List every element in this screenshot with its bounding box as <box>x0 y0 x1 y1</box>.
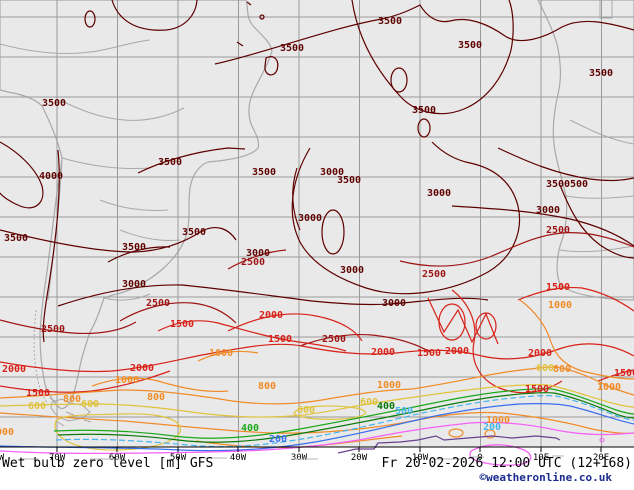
contour-label-3500: 3500 <box>546 179 570 190</box>
contours-orange <box>0 299 634 449</box>
contour-label-1500: 1500 <box>614 368 634 379</box>
axis-tick-label: 60W <box>109 453 126 463</box>
contour-label-1500: 1500 <box>170 319 194 330</box>
axis-tick-label: 10W <box>412 453 429 463</box>
contour-label-800: 800 <box>258 381 276 392</box>
contour-label-600: 600 <box>536 363 554 374</box>
contour-label-600: 600 <box>360 397 378 408</box>
axis-tick-label: 30W <box>291 453 308 463</box>
axis-tick-marks <box>56 447 602 452</box>
contour-label-3500: 3500 <box>42 98 66 109</box>
axis-tick-label: 40W <box>230 453 247 463</box>
contour-label-2000: 2000 <box>371 347 395 358</box>
contour-label-3500: 3500 <box>252 167 276 178</box>
axis-tick-labels: 80W 70W 60W 50W 40W 30W 20W 10W 0 10E 20E <box>0 453 609 463</box>
contour-label-1000: 1000 <box>377 380 401 391</box>
contour-label-2500: 2500 <box>546 225 570 236</box>
copyright-credit: ©weatheronline.co.uk <box>479 471 612 484</box>
contour-label-200: 200 <box>269 434 287 445</box>
contour-label-1500: 1500 <box>26 388 50 399</box>
contour-label-2500: 2500 <box>422 269 446 280</box>
contour-label-2000: 2000 <box>130 363 154 374</box>
contour-label-500: 500 <box>570 179 588 190</box>
contour-label-500: 500 <box>395 406 413 417</box>
contours-magenta-purple <box>0 421 634 466</box>
ocean-background <box>0 0 634 447</box>
contour-label-3500: 3500 <box>158 157 182 168</box>
map-title: Wet bulb zero level [m] GFS <box>2 456 214 471</box>
contour-label-2500: 2500 <box>241 257 265 268</box>
contour-label-800: 800 <box>553 364 571 375</box>
contour-label-3000: 3000 <box>340 265 364 276</box>
contour-label-1500: 1500 <box>525 384 549 395</box>
contour-label-3500: 3500 <box>4 233 28 244</box>
contour-label-3000: 3000 <box>427 188 451 199</box>
contours-green <box>53 388 634 443</box>
contour-label-600: 600 <box>81 399 99 410</box>
contour-label-3500: 3500 <box>412 105 436 116</box>
axis-tick-label: 70W <box>49 453 66 463</box>
contour-label-600: 600 <box>28 401 46 412</box>
map-canvas: 80W 70W 60W 50W 40W 30W 20W 10W 0 10E 20E 3500 3500… <box>0 0 634 466</box>
contour-label-400: 400 <box>377 401 395 412</box>
axis-tick-label: 80W <box>0 453 5 463</box>
contour-label-3000: 3000 <box>536 205 560 216</box>
contour-label-1000: 1000 <box>548 300 572 311</box>
contour-label-2500: 2500 <box>146 298 170 309</box>
contour-label-2000: 2000 <box>445 346 469 357</box>
contour-label-3500: 3500 <box>182 227 206 238</box>
contour-label-800: 800 <box>63 394 81 405</box>
contour-label-1500: 1500 <box>546 282 570 293</box>
contour-label-3000: 3000 <box>122 279 146 290</box>
contour-label-1000: 1000 <box>597 382 621 393</box>
contour-label-1000: 1000 <box>486 415 510 426</box>
contours-yellow <box>0 384 634 451</box>
contours-maroon <box>0 0 634 343</box>
axis-tick-label: 10E <box>533 453 549 463</box>
contour-label-3500: 3500 <box>122 242 146 253</box>
sub-axis-fragments <box>20 455 564 460</box>
contour-label-1500: 1500 <box>268 334 292 345</box>
contour-label-3500: 3500 <box>458 40 482 51</box>
contour-label-600: 600 <box>297 405 315 416</box>
contour-label-3000: 3000 <box>320 167 344 178</box>
contour-label-800: 800 <box>147 392 165 403</box>
contour-label-3500: 3500 <box>280 43 304 54</box>
axis-tick-label: 20E <box>593 453 609 463</box>
contour-label-3000: 3000 <box>298 213 322 224</box>
contour-label-2500: 2500 <box>322 334 346 345</box>
contour-label-3500: 3500 <box>589 68 613 79</box>
contour-label-3000: 3000 <box>382 298 406 309</box>
axis-tick-label: 50W <box>170 453 187 463</box>
contour-label-200: 200 <box>483 422 501 433</box>
contour-label-3000: 3000 <box>246 248 270 259</box>
contour-label-4000: 4000 <box>39 171 63 182</box>
contour-label-3500: 3500 <box>337 175 361 186</box>
contour-label-1000: 1000 <box>0 427 14 438</box>
contours-red <box>0 286 634 394</box>
contours-cyan-blue <box>0 395 634 452</box>
map-datetime: Fr 20-02-2026 12:00 UTC (12+168) <box>381 456 632 471</box>
axis-tick-label: 0 <box>477 453 482 463</box>
contour-label-1000: 1000 <box>209 348 233 359</box>
contour-label-3500: 3500 <box>378 16 402 27</box>
contour-label-1500: 1500 <box>417 348 441 359</box>
contour-label-2500: 2500 <box>41 324 65 335</box>
axis-tick-label: 20W <box>351 453 368 463</box>
magenta-marker <box>599 437 605 443</box>
contour-label-1000: 1000 <box>115 375 139 386</box>
contours-2500 <box>0 232 634 353</box>
contour-label-2000: 2000 <box>2 364 26 375</box>
contour-label-2000: 2000 <box>528 348 552 359</box>
contour-label-2000: 2000 <box>259 310 283 321</box>
contour-label-400: 400 <box>241 423 259 434</box>
south-america-landmass <box>0 0 273 410</box>
